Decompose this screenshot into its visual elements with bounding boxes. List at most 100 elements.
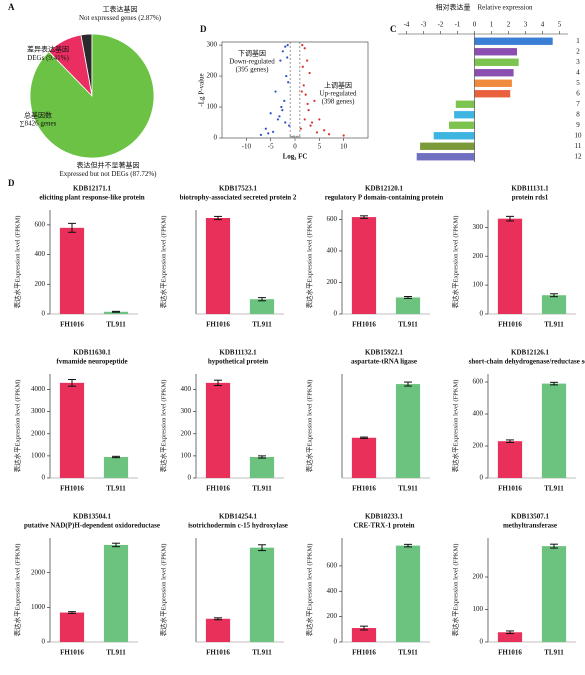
bar: [449, 121, 475, 129]
bar: [59, 227, 85, 314]
y-tick-label: 0: [42, 310, 46, 318]
x-tick-label: FH1016: [206, 649, 230, 657]
bar: [433, 132, 475, 140]
x-tick-label: 0: [473, 21, 477, 29]
x-tick-label: -2: [438, 21, 444, 29]
y-tick-label: 0: [480, 638, 484, 646]
bar: [59, 382, 85, 478]
pie-label-part: (9.41%): [46, 54, 69, 62]
volcano-annotation: (398 genes): [322, 98, 356, 106]
bar: [541, 546, 567, 642]
y-tick-label: 200: [207, 72, 218, 80]
y-tick-label: 2000: [31, 429, 46, 437]
point: [276, 118, 280, 121]
chart-subtitle: putative NAD(P)H-dependent oxidoreductas…: [24, 522, 160, 530]
category-label: 8: [576, 110, 580, 118]
x-tick-label: 3: [524, 21, 528, 29]
category-label: 11: [575, 142, 582, 150]
pie-label: DEGs (9.41%): [27, 54, 69, 62]
chart-subtitle: aspartate-tRNA ligase: [351, 358, 417, 366]
y-tick-label: 400: [181, 385, 192, 393]
error-bar: [550, 543, 558, 549]
chart-subtitle: eliciting plant response-like protein: [39, 194, 144, 202]
point: [304, 93, 307, 96]
y-tick-label: 0: [42, 474, 46, 482]
point: [269, 112, 272, 115]
error-bar: [258, 455, 266, 459]
pie-label: Not expressed genes (2.87%): [79, 14, 162, 22]
bar: [474, 48, 517, 56]
y-axis-label: 表达水平Expression level (FPKM): [304, 380, 313, 473]
chart-title: KDB13504.1: [73, 513, 111, 521]
error-bar: [404, 296, 412, 299]
point: [315, 131, 318, 134]
category-label: 6: [576, 89, 580, 97]
bar: [249, 456, 275, 478]
category-label: 10: [575, 131, 583, 139]
error-bar: [404, 381, 412, 387]
category-label: 12: [575, 152, 583, 160]
category-label: 9: [576, 121, 580, 129]
error-bar: [258, 544, 266, 552]
y-tick-label: 0: [214, 134, 218, 142]
y-axis-label: 表达水平Expression level (FPKM): [12, 544, 21, 637]
y-tick-label: 400: [35, 250, 46, 258]
error-bar: [360, 215, 368, 219]
point: [289, 136, 292, 139]
point: [264, 127, 267, 130]
bar: [103, 456, 129, 478]
panel-label: C: [390, 24, 397, 34]
point: [327, 133, 331, 136]
x-tick-label: TL911: [106, 649, 126, 657]
chart-title: KDB12120.1: [365, 185, 403, 193]
point: [298, 135, 301, 139]
chart-title: KDB11131.1: [511, 185, 549, 193]
error-bar: [68, 611, 76, 614]
point: [259, 133, 263, 137]
x-tick-label: 5: [558, 21, 562, 29]
bar: [541, 383, 567, 478]
chart-subtitle: methyltransferase: [503, 522, 557, 530]
bar: [249, 299, 275, 314]
x-tick-label: 1: [490, 21, 494, 29]
category-label: 3: [576, 58, 580, 66]
point: [283, 99, 286, 102]
bar: [59, 612, 85, 642]
axis-title-cn: 相对表达量: [436, 3, 471, 12]
chart-subtitle: fvmamide neuropeptide: [56, 358, 127, 366]
y-axis-label: 表达水平Expression level (FPKM): [450, 216, 459, 309]
point: [323, 129, 326, 132]
point: [286, 56, 289, 59]
bar: [454, 111, 475, 119]
point: [279, 59, 282, 62]
y-tick-label: 200: [327, 612, 338, 620]
chart-title: KDB11630.1: [73, 349, 111, 357]
category-label: 1: [576, 37, 580, 45]
bar: [395, 384, 421, 478]
y-axis-label: 表达水平Expression level (FPKM): [304, 216, 313, 309]
point: [303, 118, 306, 121]
error-bar: [214, 215, 222, 221]
x-tick-label: -3: [421, 21, 427, 29]
y-tick-label: 300: [473, 223, 484, 231]
point: [301, 65, 304, 68]
bar: [351, 217, 377, 314]
y-axis-label: 表达水平Expression level (FPKM): [450, 544, 459, 637]
bar: [205, 382, 231, 478]
y-tick-label: 0: [480, 310, 484, 318]
error-bar: [506, 630, 514, 635]
y-tick-label: 300: [181, 407, 192, 415]
point: [281, 109, 284, 112]
chart-title: KDB12171.1: [73, 185, 111, 193]
point: [295, 135, 299, 138]
x-tick-label: TL911: [106, 485, 126, 493]
x-tick-label: FH1016: [352, 649, 376, 657]
pie-label-cn: 工表达基因: [103, 5, 138, 14]
volcano-annotation: Up-regulated: [320, 90, 357, 98]
x-tick-label: TL911: [252, 485, 272, 493]
chart-title: KDB18233.1: [365, 513, 403, 521]
y-tick-label: 200: [35, 280, 46, 288]
error-bar: [506, 215, 514, 222]
x-tick-label: TL911: [544, 321, 564, 329]
